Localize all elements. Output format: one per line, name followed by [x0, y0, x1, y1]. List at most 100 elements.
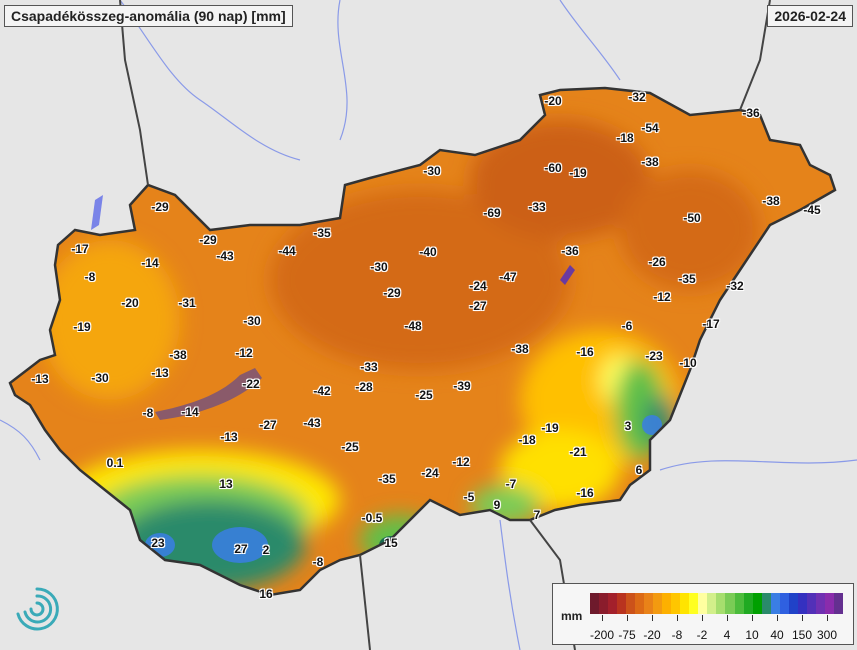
value-label: -43 — [303, 416, 321, 430]
value-label: -42 — [313, 384, 331, 398]
legend-tick-label: 4 — [723, 628, 731, 642]
value-label: -40 — [419, 245, 437, 259]
legend-swatch — [734, 593, 744, 614]
legend-swatch — [626, 593, 636, 614]
legend-tick-mark — [602, 615, 603, 621]
value-label: -38 — [762, 194, 780, 208]
value-label: -43 — [216, 249, 234, 263]
legend-swatch — [707, 593, 717, 614]
value-label: -17 — [71, 242, 89, 256]
value-label: 16 — [259, 587, 273, 601]
value-label: -6 — [621, 319, 633, 333]
value-label: -30 — [243, 314, 261, 328]
legend-tick-mark — [752, 615, 753, 621]
value-label: -36 — [561, 244, 579, 258]
legend-tick-mark — [652, 615, 653, 621]
value-label: -12 — [653, 290, 671, 304]
value-label: -8 — [84, 270, 96, 284]
legend-color-bar — [590, 593, 843, 614]
map-title: Csapadékösszeg-anomália (90 nap) [mm] — [4, 5, 293, 27]
value-label: -33 — [360, 360, 378, 374]
legend-swatch — [743, 593, 753, 614]
legend-unit: mm — [561, 609, 583, 623]
value-label: -38 — [511, 342, 529, 356]
legend-tick-label: -2 — [696, 628, 708, 642]
legend-swatch — [644, 593, 654, 614]
value-label: -35 — [678, 272, 696, 286]
legend-swatch — [725, 593, 735, 614]
value-label: -29 — [151, 200, 169, 214]
value-label: -31 — [178, 296, 196, 310]
lake-balaton — [155, 368, 262, 420]
value-label: -26 — [648, 255, 666, 269]
value-label: -5 — [463, 490, 475, 504]
value-label: -30 — [91, 371, 109, 385]
value-label: -23 — [645, 349, 663, 363]
value-label: -13 — [31, 372, 49, 386]
value-label: -27 — [469, 299, 487, 313]
value-label: -60 — [544, 161, 562, 175]
value-label: 9 — [493, 498, 501, 512]
value-label: 7 — [533, 508, 541, 522]
value-label: 15 — [384, 536, 398, 550]
legend-tick-label: -8 — [671, 628, 683, 642]
value-label: -8 — [312, 555, 324, 569]
value-label: 0.1 — [106, 456, 124, 470]
value-label: -36 — [742, 106, 760, 120]
value-label: -14 — [181, 405, 199, 419]
legend-tick-mark — [777, 615, 778, 621]
value-label: -19 — [569, 166, 587, 180]
legend-swatch — [806, 593, 816, 614]
value-label: -18 — [616, 131, 634, 145]
legend-tick-label: 40 — [770, 628, 784, 642]
value-label: -48 — [404, 319, 422, 333]
value-label: -25 — [415, 388, 433, 402]
value-label: -27 — [259, 418, 277, 432]
value-label: -12 — [235, 346, 253, 360]
value-label: -17 — [702, 317, 720, 331]
legend-swatch — [698, 593, 708, 614]
value-label: -30 — [423, 164, 441, 178]
value-label: -32 — [628, 90, 646, 104]
value-label: 23 — [151, 536, 165, 550]
value-label: -22 — [242, 377, 260, 391]
value-label: -7 — [505, 477, 517, 491]
legend-swatch — [788, 593, 798, 614]
legend-swatch — [779, 593, 789, 614]
legend-swatch — [689, 593, 699, 614]
border-lines — [119, 0, 771, 650]
value-label: -28 — [355, 380, 373, 394]
legend-tick-label: -75 — [618, 628, 636, 642]
value-label: -69 — [483, 206, 501, 220]
value-label: -47 — [499, 270, 517, 284]
legend-tick-mark — [627, 615, 628, 621]
legend-swatch — [653, 593, 663, 614]
map-date: 2026-02-24 — [767, 5, 853, 27]
value-label: 27 — [234, 542, 248, 556]
value-label: -16 — [576, 486, 594, 500]
value-label: -50 — [683, 211, 701, 225]
legend-swatch — [680, 593, 690, 614]
value-label: -45 — [803, 203, 821, 217]
legend-swatch — [590, 593, 600, 614]
value-label: -14 — [141, 256, 159, 270]
value-label: -20 — [121, 296, 139, 310]
value-label: 13 — [219, 477, 233, 491]
value-label: -29 — [199, 233, 217, 247]
legend-swatch — [752, 593, 762, 614]
value-label: -13 — [151, 366, 169, 380]
value-label: -38 — [641, 155, 659, 169]
logo-icon — [16, 587, 59, 631]
value-label: -54 — [641, 121, 659, 135]
value-label: -44 — [278, 244, 296, 258]
legend-swatch — [833, 593, 843, 614]
legend-tick-label: -200 — [589, 628, 615, 642]
value-label: -35 — [378, 472, 396, 486]
value-label: -18 — [518, 433, 536, 447]
color-legend: mm -200 -75 -20 -8 -2 4 10 40 150 300 — [552, 583, 854, 645]
legend-swatch — [617, 593, 627, 614]
legend-tick-label: 300 — [816, 628, 838, 642]
value-label: -0.5 — [361, 511, 383, 525]
